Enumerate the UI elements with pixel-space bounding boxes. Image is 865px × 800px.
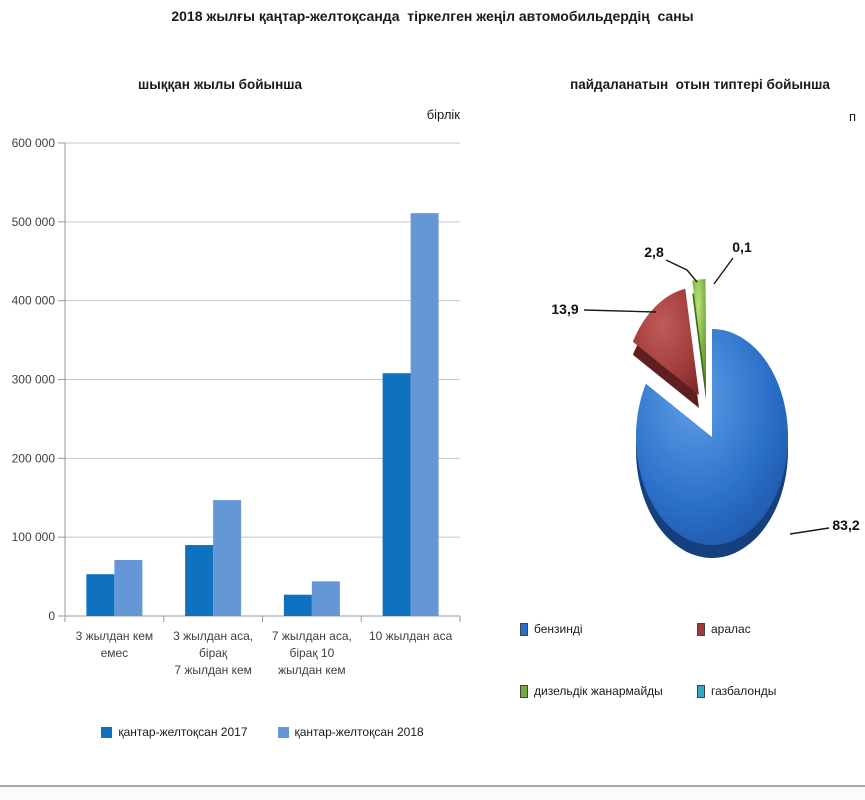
y-tick-label: 600 000 — [12, 136, 56, 150]
x-category-label: 10 жылдан аса — [369, 629, 453, 643]
y-tick-label: 0 — [48, 609, 55, 623]
bar-2018 — [213, 500, 242, 616]
y-tick-label: 500 000 — [12, 215, 56, 229]
series-2018-label: қантар-желтоқсан 2018 — [294, 725, 424, 739]
bar-chart-title: шыққан жылы бойынша — [138, 77, 302, 92]
bar-unit-label: бірлік — [426, 107, 460, 122]
legend-item-gas: газбалонды — [697, 684, 830, 698]
bar-2017 — [382, 373, 411, 616]
pie-unit-label-clipped: п — [849, 109, 857, 124]
pie-label-leader — [789, 527, 830, 535]
gas-label: газбалонды — [711, 684, 777, 698]
aralas-label: аралас — [711, 622, 751, 636]
bar-2017 — [185, 545, 214, 616]
bottom-strip — [0, 787, 865, 800]
x-category-label: 7 жылдан аса, бірақ 10 жылдан кем — [272, 629, 352, 677]
pie-label-leader — [583, 309, 657, 313]
pie-slice-0 — [636, 329, 788, 545]
pie-chart: 83,2 13,9 2,8 0,1 — [551, 239, 860, 559]
legend-item-diesel: дизельдік жанармайды — [520, 684, 697, 698]
benzin-label: бензинді — [534, 622, 583, 636]
series-2017-marker-icon — [101, 726, 113, 738]
gas-marker-icon — [697, 684, 705, 698]
legend-item-aralas: аралас — [697, 622, 830, 636]
y-tick-label: 200 000 — [12, 451, 56, 465]
bar-2017 — [86, 574, 115, 616]
bar-legend: қантар-желтоқсан 2017 қантар-желтоқсан 2… — [65, 725, 460, 739]
x-category-label: 3 жылдан кем емес — [76, 629, 154, 660]
pie-chart-title: пайдаланатын отын типтері бойынша — [570, 77, 830, 92]
bar-2018 — [114, 560, 143, 616]
series-2017-label: қантар-желтоқсан 2017 — [118, 725, 248, 739]
diesel-label: дизельдік жанармайды — [534, 684, 663, 698]
pie-data-label: 83,2 — [832, 517, 859, 533]
pie-slice-2 — [692, 279, 706, 387]
y-tick-label: 300 000 — [12, 373, 56, 387]
pie-data-label: 0,1 — [732, 239, 752, 255]
pie-data-label: 2,8 — [644, 244, 664, 260]
pie-slice-1 — [632, 288, 699, 395]
y-tick-label: 400 000 — [12, 294, 56, 308]
diesel-marker-icon — [520, 684, 528, 698]
pie-label-leader — [665, 259, 698, 283]
legend-item-2018: қантар-желтоқсан 2018 — [277, 725, 424, 739]
bar-2018 — [311, 581, 340, 616]
legend-item-benzin: бензинді — [520, 622, 697, 636]
series-2018-marker-icon — [277, 726, 289, 738]
bar-2017 — [283, 594, 312, 616]
bar-2018 — [410, 213, 439, 616]
pie-legend: бензинді аралас дизельдік жанармайды газ… — [520, 622, 830, 698]
aralas-marker-icon — [697, 622, 705, 636]
bar-chart: 0 100 000 200 000 300 000 400 000 500 000 600 … — [12, 136, 461, 677]
x-category-label: 3 жылдан аса, бірақ 7 жылдан кем — [173, 629, 253, 677]
pie-data-label: 13,9 — [551, 301, 578, 317]
pie-label-leader — [713, 257, 734, 285]
page-title: 2018 жылғы қаңтар-желтоқсанда тіркелген … — [171, 8, 694, 24]
bottom-divider — [0, 785, 865, 787]
legend-item-2017: қантар-желтоқсан 2017 — [101, 725, 248, 739]
y-tick-label: 100 000 — [12, 530, 56, 544]
benzin-marker-icon — [520, 622, 528, 636]
